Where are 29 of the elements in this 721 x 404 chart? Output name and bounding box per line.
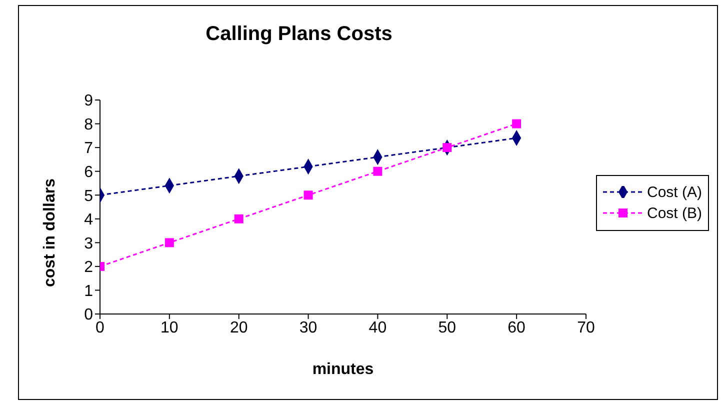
x-tick-label: 20 <box>230 319 248 336</box>
y-tick-label: 8 <box>84 116 94 134</box>
point <box>512 119 522 128</box>
point <box>304 190 313 200</box>
y-tick-label: 5 <box>84 188 94 205</box>
point <box>234 214 244 224</box>
x-tick-label: 10 <box>160 319 178 336</box>
y-tick-label: 3 <box>84 235 94 252</box>
x-axis-title: minutes <box>312 361 374 378</box>
point <box>373 166 382 176</box>
x-tick-label: 50 <box>438 319 456 336</box>
legend-label: Cost (A) <box>646 184 702 200</box>
y-axis-title: cost in dollars <box>42 178 59 287</box>
y-tick-label: 6 <box>84 164 94 182</box>
x-tick-label: 70 <box>577 319 595 336</box>
y-tick-label: 0 <box>84 306 94 324</box>
y-tick-label: 1 <box>84 282 94 300</box>
y-tick-label: 4 <box>84 212 94 229</box>
x-tick-label: 60 <box>508 319 526 336</box>
x-tick-label: 30 <box>299 319 318 336</box>
legend-label: Cost (B) <box>646 204 702 222</box>
x-tick-label: 0 <box>96 319 105 336</box>
y-tick-label: 2 <box>84 259 94 276</box>
y-tick-label: 7 <box>84 140 94 158</box>
x-tick-label: 40 <box>368 319 387 336</box>
point <box>164 238 174 248</box>
y-tick-label: 9 <box>84 92 94 110</box>
point <box>442 143 452 152</box>
chart-title: Calling Plans Costs <box>204 23 394 46</box>
